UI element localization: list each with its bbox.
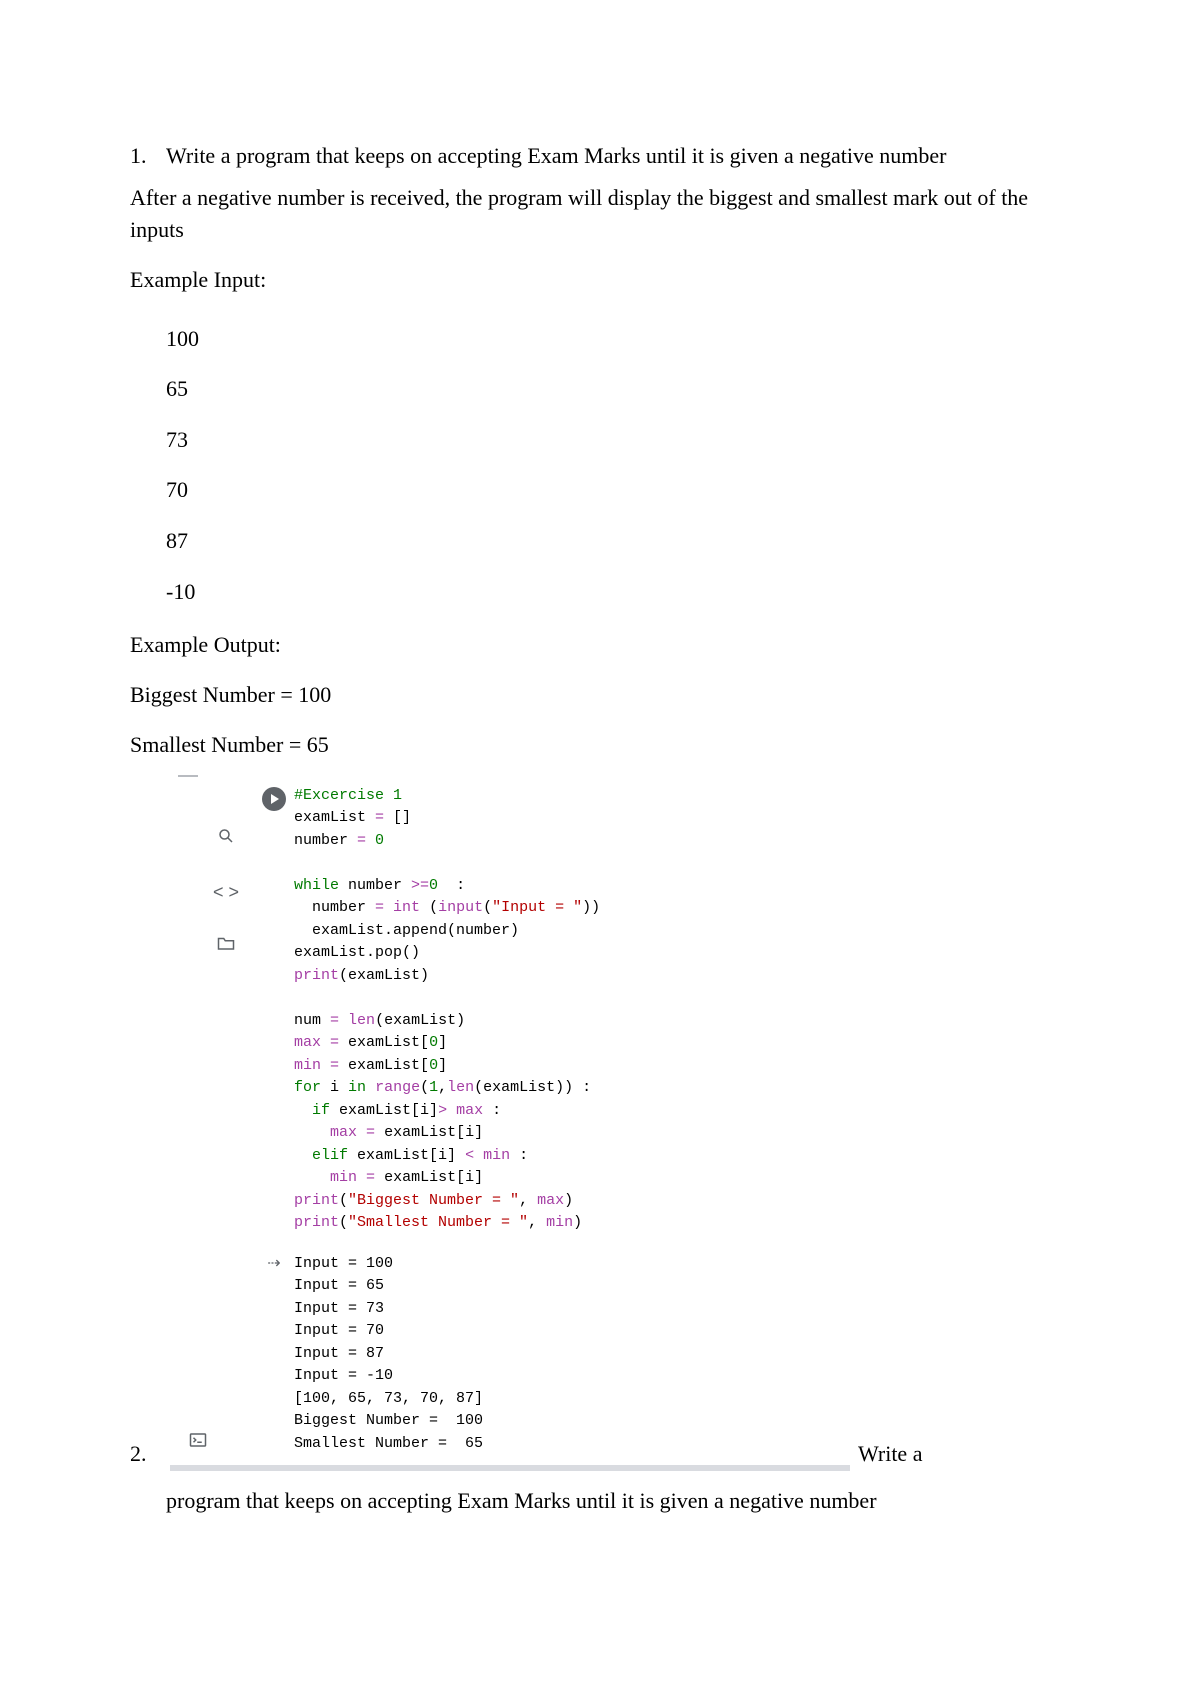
output-content: Input = 100 Input = 65 Input = 73 Input … — [294, 1251, 483, 1456]
example-output-label: Example Output: — [130, 629, 1070, 661]
example-inputs: 100 65 73 70 87 -10 — [130, 314, 1070, 618]
folder-icon[interactable] — [217, 935, 235, 956]
example-input-value: -10 — [166, 567, 1070, 618]
colab-screenshot: < > #Excercise 1 examList = [] number = … — [170, 779, 850, 1472]
code-cell: #Excercise 1 examList = [] number = 0 wh… — [254, 785, 850, 1241]
problem-2-continuation: program that keeps on accepting Exam Mar… — [130, 1485, 1070, 1517]
document-page: 1. Write a program that keeps on accepti… — [0, 0, 1200, 1577]
example-input-value: 73 — [166, 415, 1070, 466]
list-number: 1. — [130, 140, 166, 172]
colab-sidebar: < > — [198, 779, 254, 1466]
example-input-value: 70 — [166, 465, 1070, 516]
code-content[interactable]: #Excercise 1 examList = [] number = 0 wh… — [294, 785, 600, 1241]
terminal-icon[interactable] — [189, 1432, 207, 1453]
example-output-2: Smallest Number = 65 — [130, 729, 1070, 761]
colab-main: #Excercise 1 examList = [] number = 0 wh… — [254, 779, 850, 1466]
output-arrow-icon: ⇢ — [267, 1253, 280, 1273]
example-input-label: Example Input: — [130, 264, 1070, 296]
problem-1-text: Write a program that keeps on accepting … — [166, 140, 946, 172]
problem-2-tail: Write a — [850, 1441, 922, 1471]
run-cell-button[interactable] — [262, 787, 286, 811]
example-input-value: 65 — [166, 364, 1070, 415]
example-input-value: 87 — [166, 516, 1070, 567]
output-cell: ⇢ Input = 100 Input = 65 Input = 73 Inpu… — [254, 1251, 850, 1456]
problem-2-row: 2. < > — [130, 779, 1070, 1472]
search-icon[interactable] — [217, 827, 235, 850]
problem-1-after: After a negative number is received, the… — [130, 182, 1070, 246]
example-input-value: 100 — [166, 314, 1070, 365]
list-number-2: 2. — [130, 1441, 170, 1471]
sidebar-handle-icon — [178, 775, 198, 777]
code-icon[interactable]: < > — [213, 882, 239, 903]
example-output-1: Biggest Number = 100 — [130, 679, 1070, 711]
problem-1: 1. Write a program that keeps on accepti… — [130, 140, 1070, 172]
